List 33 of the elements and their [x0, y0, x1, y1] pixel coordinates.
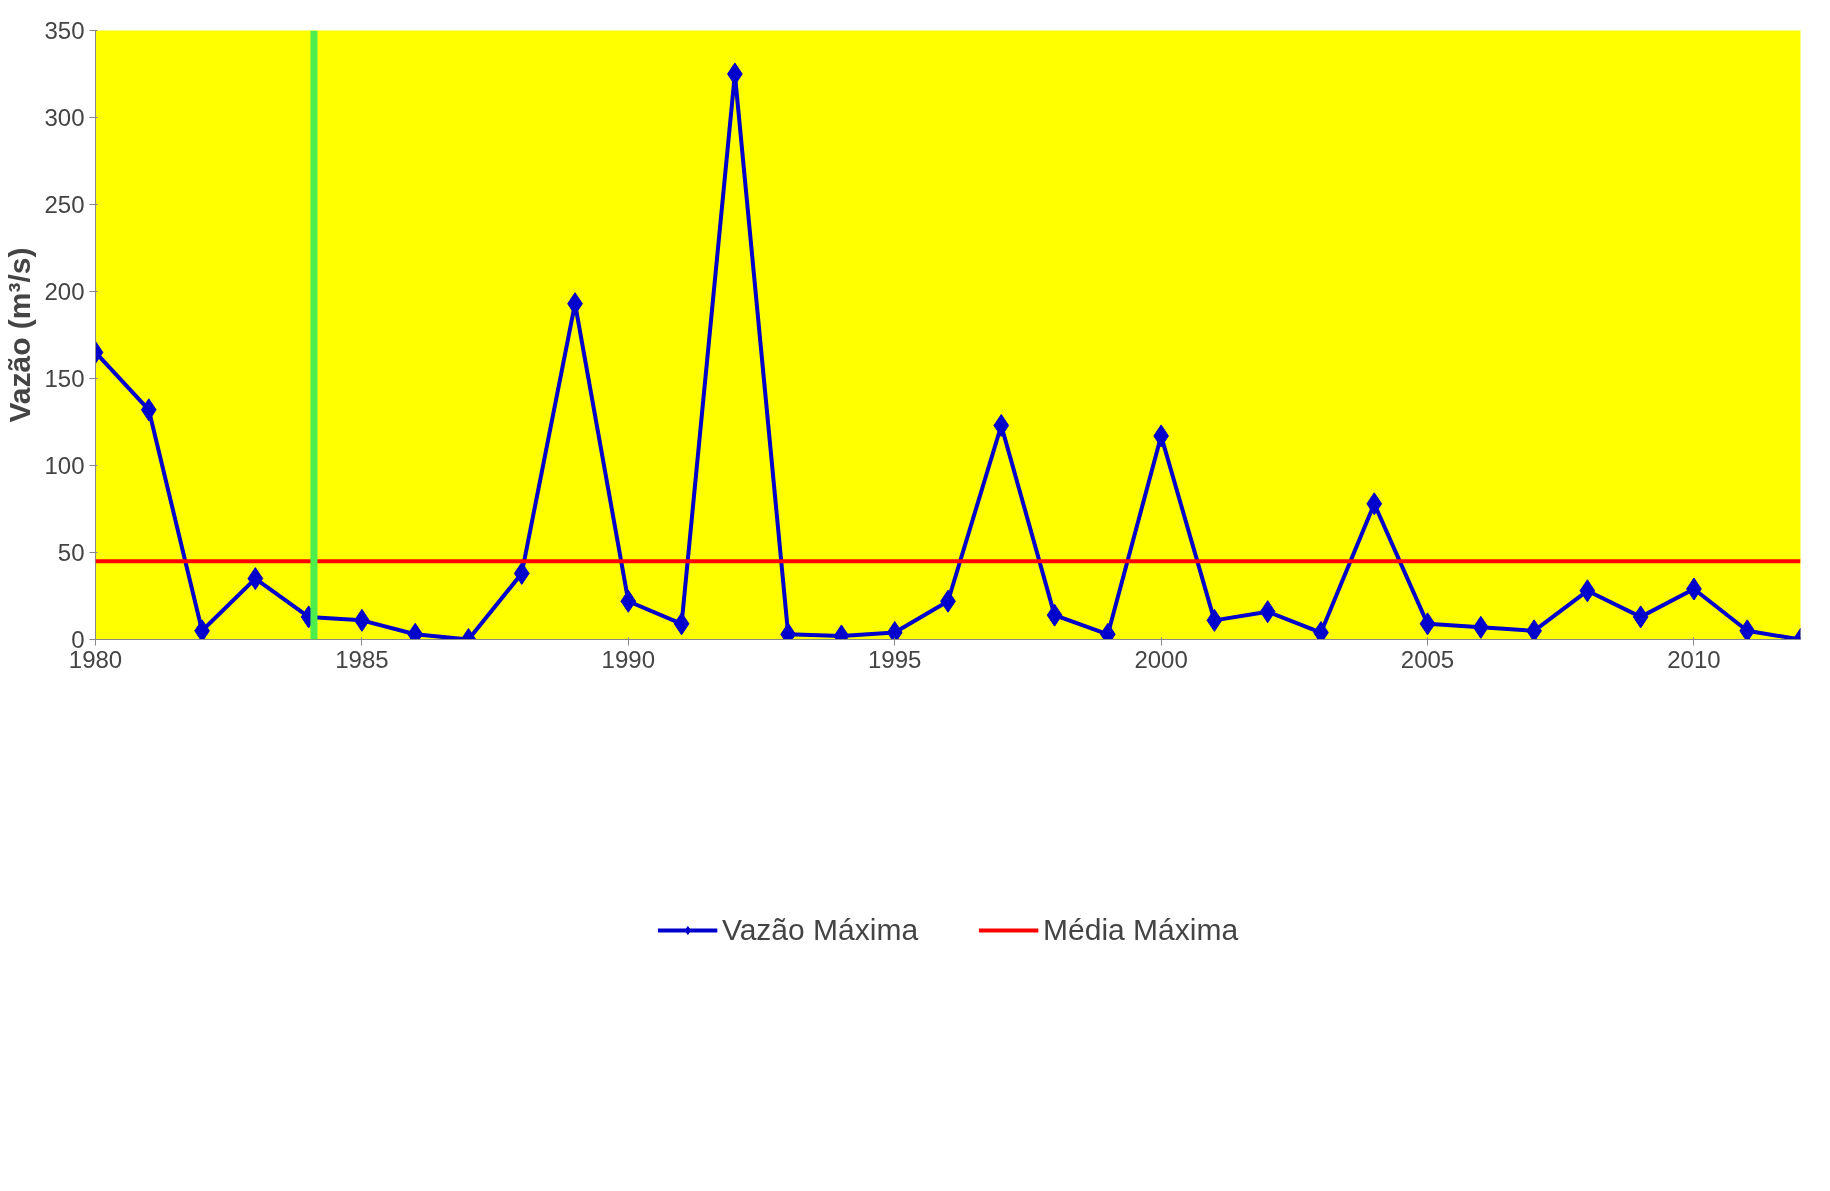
x-tick-label: 2010 [1667, 645, 1721, 673]
point [620, 589, 637, 613]
point [1046, 603, 1063, 627]
x-tick-label: 1990 [601, 645, 656, 673]
point [673, 612, 690, 636]
point [1206, 608, 1223, 632]
x-tick-label: 2005 [1400, 645, 1455, 673]
point [1259, 600, 1276, 624]
y-tick-label: 100 [44, 452, 85, 479]
y-axis-title: Vazão (m³/s) [3, 247, 37, 423]
point [513, 561, 530, 585]
point [247, 567, 264, 591]
x-tick-label: 1985 [335, 645, 389, 673]
y-tick-label: 150 [44, 365, 85, 392]
y-tick-label: 350 [44, 17, 85, 44]
point [194, 619, 210, 640]
y-tick-label: 300 [44, 104, 85, 131]
point [1632, 605, 1649, 629]
point [1366, 492, 1383, 516]
y-tick-label: 250 [44, 191, 85, 218]
point [993, 413, 1010, 437]
point [1526, 619, 1542, 640]
point [1579, 579, 1596, 603]
x-tick-label: 2000 [1134, 645, 1188, 673]
point [140, 398, 157, 422]
legend-label: Média Máxima [1043, 913, 1239, 947]
point [1472, 615, 1489, 639]
point [1419, 612, 1436, 636]
legend-label: Vazão Máxima [721, 913, 919, 947]
point [1739, 619, 1756, 640]
y-tick-label: 50 [57, 539, 85, 566]
x-tick-label: 1995 [868, 645, 922, 673]
y-tick-label: 200 [44, 278, 85, 305]
